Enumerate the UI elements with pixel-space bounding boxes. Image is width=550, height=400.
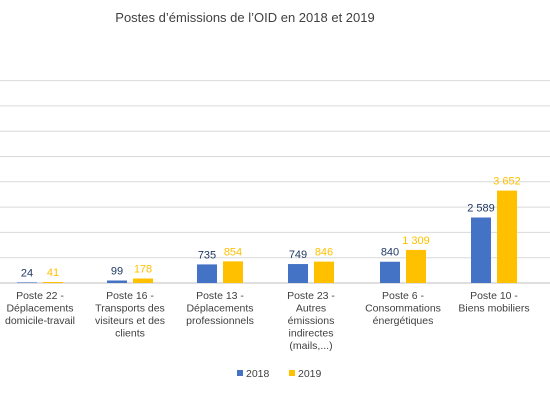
x-tick-label: Poste 22 -Déplacements domicile-travail bbox=[5, 290, 75, 327]
data-label-2018: 24 bbox=[21, 267, 33, 279]
bar-2019 bbox=[223, 261, 243, 283]
bar-2018 bbox=[197, 264, 217, 283]
bar-2018 bbox=[107, 280, 127, 283]
bar-2019 bbox=[43, 281, 63, 283]
legend-swatch-2018 bbox=[237, 370, 243, 376]
bar-2018 bbox=[380, 261, 400, 283]
x-tick-label: Poste 16 -Transports des visiteurs et des… bbox=[95, 290, 165, 340]
data-label-2019: 178 bbox=[134, 263, 152, 275]
bar-2018 bbox=[17, 282, 37, 283]
bar-2018 bbox=[288, 264, 308, 283]
data-label-2018: 840 bbox=[381, 247, 399, 259]
data-label-2018: 2 589 bbox=[467, 202, 495, 214]
data-label-2019: 3 652 bbox=[493, 176, 521, 188]
chart-title: Postes d’émissions de l’OID en 2018 et 2… bbox=[115, 10, 375, 25]
bar-2019 bbox=[314, 261, 334, 283]
data-label-2019: 854 bbox=[224, 246, 242, 258]
data-label-2019: 846 bbox=[315, 247, 333, 259]
x-tick-label: Poste 10 -Biens mobiliers bbox=[458, 290, 529, 315]
data-label-2018: 749 bbox=[289, 249, 307, 261]
data-label-2019: 1 309 bbox=[402, 235, 430, 247]
bar-2019 bbox=[497, 190, 517, 283]
bar-2019 bbox=[133, 278, 153, 283]
x-tick-label: Poste 13 -Déplacements professionnels bbox=[186, 290, 254, 327]
legend-label-2019: 2019 bbox=[298, 368, 322, 380]
x-tick-label: Poste 6 -Consommations énergétiques bbox=[365, 290, 441, 327]
legend-swatch-2019 bbox=[289, 370, 295, 376]
data-label-2019: 41 bbox=[47, 267, 59, 279]
bar-2018 bbox=[471, 217, 491, 283]
legend-label-2018: 2018 bbox=[246, 368, 270, 380]
data-label-2018: 735 bbox=[198, 249, 216, 261]
data-label-2018: 99 bbox=[111, 265, 123, 277]
bar-2019 bbox=[406, 249, 426, 283]
x-tick-label: Poste 23 -Autres émissions indirectes (mail… bbox=[287, 290, 335, 352]
